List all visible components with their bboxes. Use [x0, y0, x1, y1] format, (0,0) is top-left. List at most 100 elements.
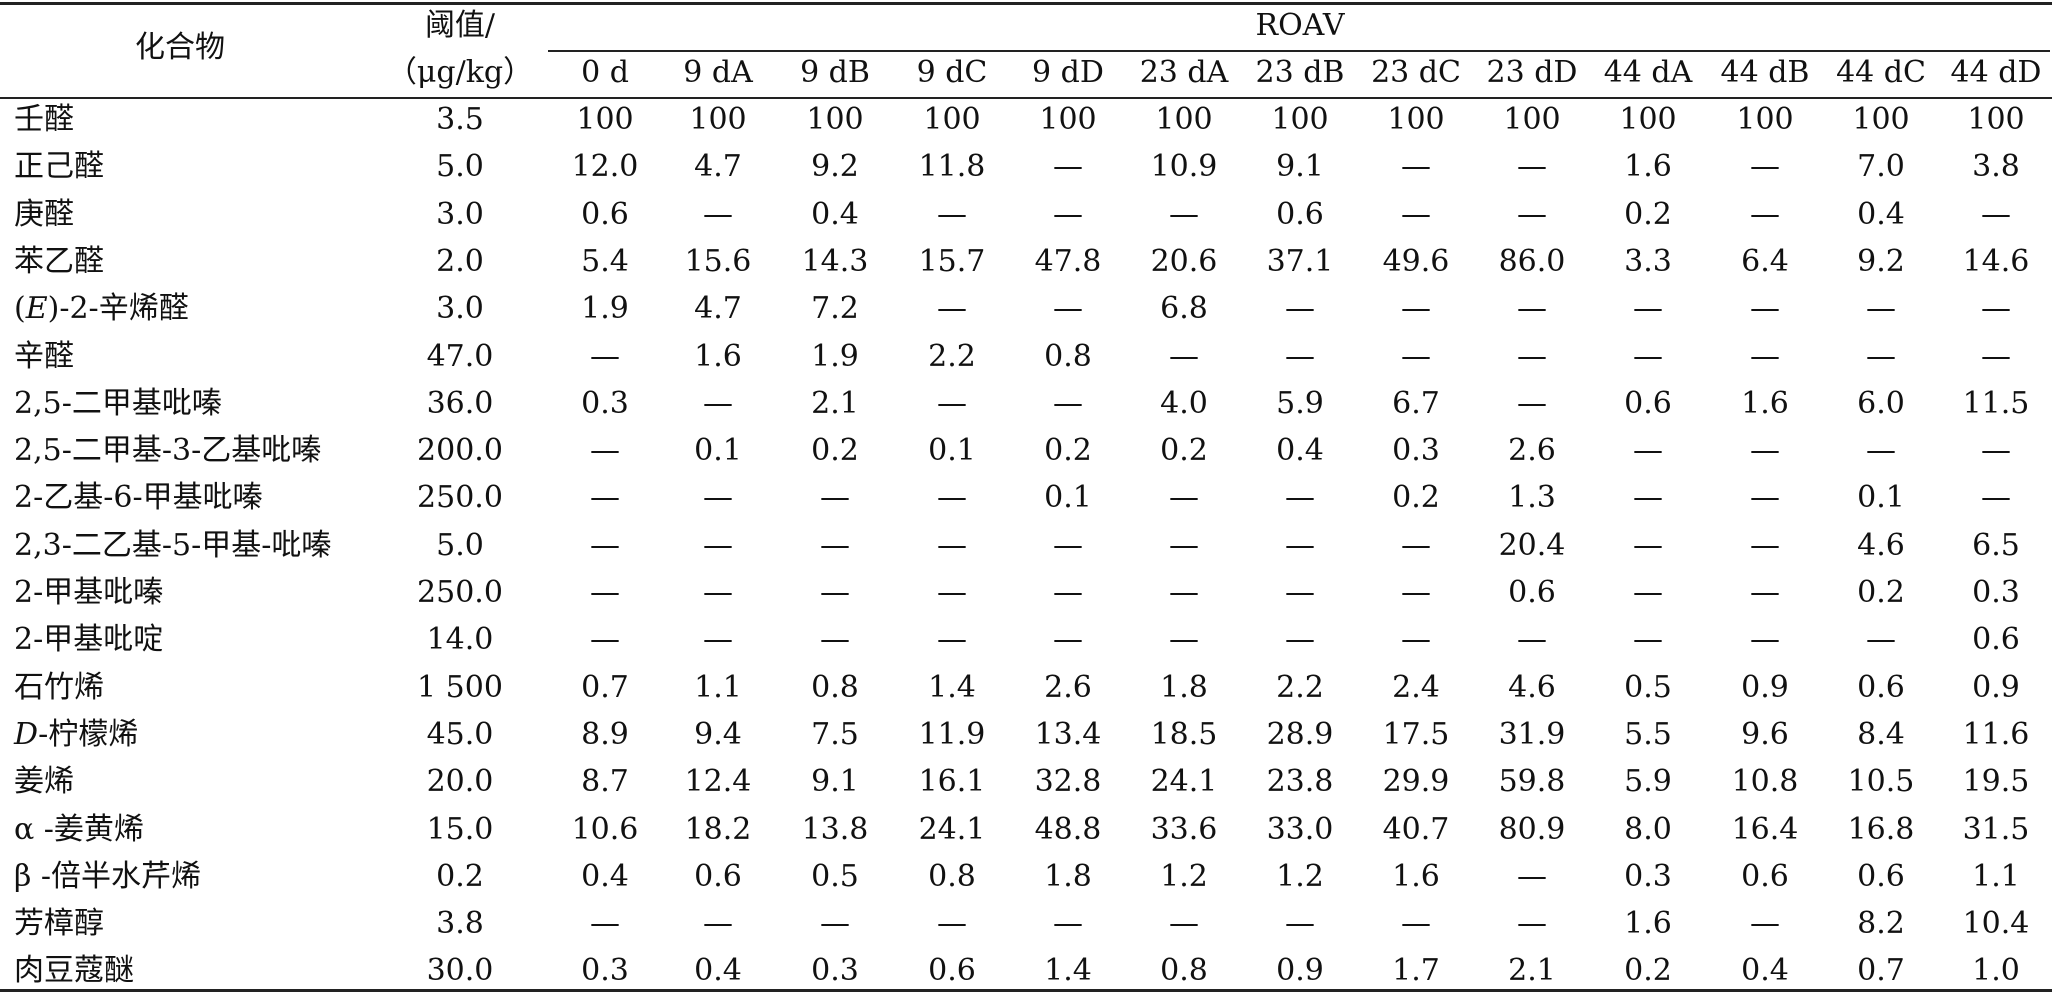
- roav-cell: 0.2: [1160, 433, 1208, 469]
- compound-name: 2-乙基-6-甲基吡嗪: [14, 474, 263, 521]
- roav-cell: 0.1: [1857, 480, 1905, 516]
- roav-cell: 1.6: [1624, 149, 1672, 185]
- roav-cell: 11.6: [1962, 716, 2030, 752]
- roav-cell: —: [1169, 575, 1199, 610]
- sample-header: 9 dB: [800, 55, 870, 90]
- roav-cell: 8.0: [1624, 811, 1672, 847]
- roav-cell: —: [1750, 527, 1780, 563]
- roav-cell: —: [1517, 385, 1547, 421]
- threshold-cell: 3.0: [436, 291, 484, 327]
- roav-cell: —: [703, 527, 733, 563]
- threshold-cell: 15.0: [426, 811, 494, 847]
- roav-cell: 1.1: [1972, 858, 2020, 894]
- roav-cell: 0.4: [1741, 953, 1789, 989]
- sample-header: 44 dC: [1836, 55, 1926, 90]
- roav-cell: 0.8: [928, 858, 976, 894]
- roav-cell: 18.5: [1150, 716, 1218, 752]
- roav-cell: 16.1: [918, 764, 986, 800]
- table-header-rule: [0, 97, 2052, 99]
- roav-cell: 17.5: [1382, 716, 1450, 752]
- threshold-cell: 5.0: [436, 149, 484, 185]
- roav-cell: 59.8: [1498, 764, 1566, 800]
- roav-cell: 1.9: [811, 338, 859, 374]
- roav-cell: 2.1: [1508, 953, 1556, 989]
- roav-cell: 18.2: [684, 811, 752, 847]
- roav-cell: 5.5: [1624, 716, 1672, 752]
- roav-cell: —: [820, 622, 850, 658]
- roav-cell: 0.4: [1276, 433, 1324, 469]
- roav-cell: 3.3: [1624, 243, 1672, 279]
- compound-name: 2,5-二甲基-3-乙基吡嗪: [14, 427, 321, 474]
- roav-cell: 24.1: [1150, 764, 1218, 800]
- roav-cell: —: [703, 622, 733, 658]
- roav-cell: —: [1169, 527, 1199, 563]
- sample-header: 9 dD: [1032, 55, 1104, 90]
- roav-cell: —: [1285, 906, 1315, 942]
- roav-cell: 10.8: [1731, 764, 1799, 800]
- roav-cell: 0.3: [581, 385, 629, 421]
- roav-cell: 0.4: [694, 953, 742, 989]
- roav-cell: 86.0: [1498, 243, 1566, 279]
- roav-cell: 2.6: [1508, 433, 1556, 469]
- roav-cell: 0.4: [1857, 196, 1905, 232]
- roav-cell: —: [1401, 291, 1431, 327]
- roav-cell: —: [937, 480, 967, 516]
- roav-cell: —: [1981, 196, 2011, 232]
- compound-name-text: 2,5-二甲基吡嗪: [14, 385, 222, 421]
- roav-cell: —: [1517, 291, 1547, 327]
- compound-name-italic: D: [14, 716, 39, 752]
- roav-cell: —: [1981, 433, 2011, 469]
- compound-name-text: 姜烯: [14, 764, 74, 800]
- roav-cell: —: [1169, 196, 1199, 232]
- roav-cell: 0.4: [581, 858, 629, 894]
- roav-cell: 9.2: [811, 149, 859, 185]
- roav-cell: 1.3: [1508, 480, 1556, 516]
- roav-cell: 1.9: [581, 291, 629, 327]
- roav-cell: —: [1517, 906, 1547, 942]
- compound-name: 2-甲基吡啶: [14, 616, 163, 663]
- roav-cell: 16.8: [1847, 811, 1915, 847]
- roav-cell: —: [1981, 480, 2011, 516]
- compound-name-text: 肉豆蔻醚: [14, 953, 134, 989]
- roav-cell: —: [1633, 527, 1663, 563]
- sample-header: 23 dA: [1139, 55, 1229, 90]
- roav-cell: 100: [1039, 102, 1097, 137]
- roav-cell: 100: [923, 102, 981, 137]
- roav-cell: —: [937, 527, 967, 563]
- compound-name-text: -柠檬烯: [38, 716, 139, 752]
- roav-cell: 0.6: [581, 196, 629, 232]
- roav-cell: 1.7: [1392, 953, 1440, 989]
- roav-cell: 0.6: [928, 953, 976, 989]
- roav-cell: 2.6: [1044, 669, 1092, 705]
- roav-cell: 0.8: [1044, 338, 1092, 374]
- roav-cell: 19.5: [1962, 764, 2030, 800]
- roav-cell: 15.6: [684, 243, 752, 279]
- roav-cell: 15.7: [918, 243, 986, 279]
- roav-cell: 2.2: [928, 338, 976, 374]
- roav-cell: 100: [1387, 102, 1445, 137]
- roav-cell: 3.8: [1972, 149, 2020, 185]
- roav-cell: 10.5: [1847, 764, 1915, 800]
- roav-cell: 9.1: [811, 764, 859, 800]
- compound-name-text: 石竹烯: [14, 669, 104, 705]
- roav-cell: —: [937, 291, 967, 327]
- compound-name: 姜烯: [14, 758, 74, 805]
- roav-cell: —: [820, 575, 850, 610]
- roav-cell: 6.4: [1741, 243, 1789, 279]
- threshold-cell: 14.0: [426, 622, 494, 658]
- threshold-cell: 3.5: [436, 102, 484, 137]
- roav-cell: 5.9: [1276, 385, 1324, 421]
- roav-cell: 7.0: [1857, 149, 1905, 185]
- roav-cell: 100: [806, 102, 864, 137]
- compound-name: 2,3-二乙基-5-甲基-吡嗪: [14, 522, 331, 569]
- roav-cell: 1.8: [1044, 858, 1092, 894]
- roav-cell: 48.8: [1034, 811, 1102, 847]
- roav-cell: 33.6: [1150, 811, 1218, 847]
- roav-cell: 20.6: [1150, 243, 1218, 279]
- roav-cell: —: [1401, 906, 1431, 942]
- roav-cell: —: [1285, 480, 1315, 516]
- roav-cell: 0.2: [811, 433, 859, 469]
- roav-cell: 0.6: [1624, 385, 1672, 421]
- roav-cell: —: [1053, 575, 1083, 610]
- roav-cell: 0.1: [928, 433, 976, 469]
